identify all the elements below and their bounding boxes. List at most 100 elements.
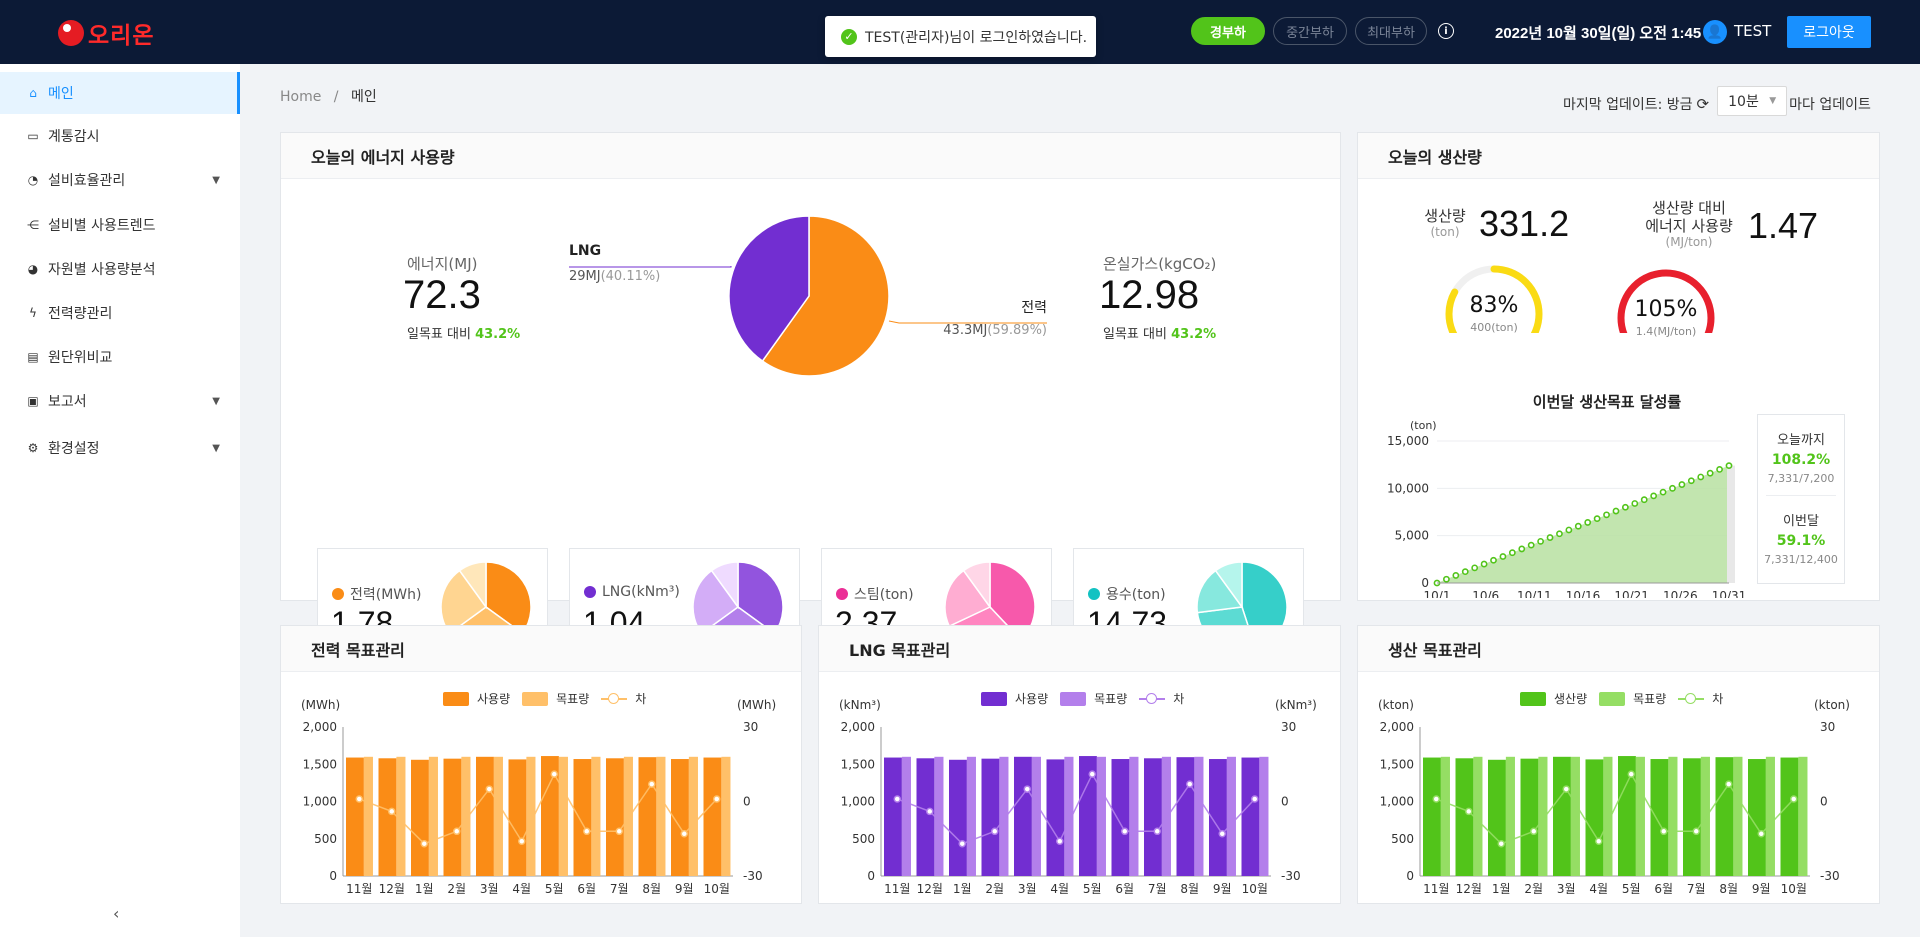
bar-x-tick: 8월 [1719, 882, 1738, 896]
area-x-tick: 10/11 [1517, 589, 1552, 598]
bar-usage [916, 758, 935, 876]
diff-point [420, 839, 428, 848]
user-icon[interactable]: 👤 [1703, 20, 1727, 44]
diff-point [1562, 785, 1570, 793]
legend-swatch[interactable] [443, 691, 469, 706]
diff-line [1435, 772, 1795, 845]
bar-x-tick: 1월 [953, 882, 972, 896]
bar-x-tick: 2월 [985, 882, 1004, 896]
login-toast: ✓ TEST(관리자)님이 로그인하였습니다. [825, 16, 1096, 57]
last-update-label: 마지막 업데이트: 방금 [1563, 97, 1693, 113]
bar-y2-tick: -30 [1820, 869, 1840, 883]
collapse-sidebar-icon[interactable]: ‹ [113, 904, 120, 923]
legend-swatch[interactable] [1599, 691, 1626, 706]
mid-load-button[interactable]: 중간부하 [1273, 17, 1347, 45]
legend-label: 차 [1173, 692, 1185, 706]
area-point [1584, 519, 1592, 526]
area-point [1565, 526, 1573, 534]
bar-target [591, 756, 601, 876]
bar-y-tick: 1,500 [1380, 757, 1414, 771]
bar-usage [476, 756, 494, 876]
bar-x-tick: 1월 [415, 882, 434, 896]
sidebar-item-label: 설비별 사용트렌드 [48, 217, 156, 234]
legend-swatch[interactable] [1060, 691, 1087, 706]
sidebar-item-efficiency[interactable]: ◔ 설비효율관리 ▼ [0, 158, 240, 202]
panel-title: 오늘의 에너지 사용량 [281, 133, 1340, 179]
bar-y2-tick: 0 [743, 795, 751, 809]
elec-callout: 43.3MJ(59.89%) [943, 323, 1047, 338]
bar-usage [606, 758, 624, 876]
area-point [1574, 522, 1582, 530]
bar-x-tick: 2월 [1524, 882, 1543, 896]
area-x-tick: 10/26 [1663, 589, 1698, 598]
legend-swatch[interactable] [522, 691, 549, 706]
toast-message: TEST(관리자)님이 로그인하였습니다. [865, 29, 1088, 46]
company-logo[interactable]: 오리온 [58, 16, 154, 50]
area-point [1490, 556, 1497, 564]
user-name[interactable]: TEST [1734, 22, 1772, 40]
bar-target [1700, 756, 1710, 876]
bar-usage [1423, 757, 1441, 876]
area-point [1725, 462, 1733, 470]
diff-point [1790, 795, 1798, 803]
top-bar: 오리온 ✓ TEST(관리자)님이 로그인하였습니다. 경부하 중간부하 최대부… [0, 0, 1920, 64]
legend-line-swatch[interactable]: .x3:before{} [1678, 692, 1705, 706]
bar-target [558, 756, 568, 876]
bar-usage [703, 757, 722, 876]
card-pie-slice-3 [458, 561, 487, 610]
target-label: 일목표 대비 [1103, 327, 1167, 342]
target-label: 일목표 대비 [407, 327, 471, 342]
bar-usage [1455, 758, 1474, 876]
area-point [1443, 575, 1450, 583]
bar-usage [541, 756, 559, 876]
sidebar-item-unit-compare[interactable]: ▤ 원단위비교 [0, 335, 240, 379]
diff-point [1088, 770, 1096, 778]
refresh-icon[interactable]: ⟳ [1696, 95, 1710, 113]
legend-swatch[interactable] [1520, 691, 1546, 706]
production-unit: (ton) [1430, 225, 1460, 239]
update-interval-select[interactable]: 10분 ▼ [1717, 86, 1788, 116]
sidebar-item-label: 보고서 [48, 394, 87, 410]
sidebar-item-trend[interactable]: ⋲ 설비별 사용트렌드 [0, 202, 240, 247]
area-point [1621, 503, 1629, 511]
sidebar-item-main[interactable]: ⌂ 메인 [0, 72, 240, 114]
target-bar-chart: (kNm³) (kNm³) 0 500 1,000 1,500 2,000 -30 0 30 11월… [839, 698, 1317, 896]
logout-button[interactable]: 로그아웃 [1787, 16, 1871, 48]
sidebar-item-label: 자원별 사용량분석 [48, 262, 156, 278]
bar-x-tick: 4월 [1050, 882, 1069, 896]
bar-usage [1650, 759, 1669, 876]
area-point [1716, 466, 1723, 473]
breadcrumb-separator: / [333, 89, 339, 105]
legend-swatch[interactable] [981, 691, 1007, 706]
sidebar-item-settings[interactable]: ⚙ 환경설정 ▼ [0, 423, 240, 473]
legend-line-swatch[interactable]: .x1:before{} [601, 692, 628, 706]
chevron-down-icon: ▼ [1769, 96, 1777, 106]
chart-legend: 생산량 목표량 .x3:before{} 차 [1520, 690, 1723, 707]
area-y-tick: 0 [1421, 576, 1429, 590]
card-pie-slice-3 [1214, 561, 1243, 610]
sidebar-item-report[interactable]: ▣ 보고서 ▼ [0, 379, 240, 423]
light-load-button[interactable]: 경부하 [1191, 17, 1265, 45]
info-icon[interactable]: i [1438, 23, 1454, 39]
production-target-panel: 생산 목표관리 생산량 목표량 .x3:before{}차(kton)(kton… [1357, 625, 1880, 904]
monitor-icon: ▭ [27, 129, 39, 143]
bar-target [688, 756, 698, 876]
target-bar-chart: (MWh) (MWh) 0 500 1,000 1,500 2,000 -30 0 30 11월 12… [301, 698, 776, 896]
ghg-value: 12.98 [1099, 273, 1200, 317]
bar-target [1226, 756, 1236, 876]
breadcrumb-home[interactable]: Home [280, 89, 322, 105]
bar-x-tick: 9월 [1752, 882, 1771, 896]
bar-x-tick: 7월 [1687, 882, 1706, 896]
sidebar-item-monitoring[interactable]: ▭ 계통감시 [0, 114, 240, 158]
sidebar-item-power[interactable]: ϟ 전력량관리 [0, 291, 240, 335]
bar-target [1473, 756, 1483, 876]
elec-leader-line [888, 320, 1047, 324]
peak-load-button[interactable]: 최대부하 [1355, 17, 1427, 45]
sidebar-item-label: 환경설정 [48, 441, 100, 457]
diff-point [713, 795, 721, 803]
diff-point [453, 827, 461, 836]
area-point [1659, 488, 1667, 496]
sidebar-item-label: 원단위비교 [48, 350, 113, 366]
legend-line-swatch[interactable]: .x2:before{} [1139, 692, 1166, 706]
sidebar-item-resource[interactable]: ◕ 자원별 사용량분석 [0, 247, 240, 291]
